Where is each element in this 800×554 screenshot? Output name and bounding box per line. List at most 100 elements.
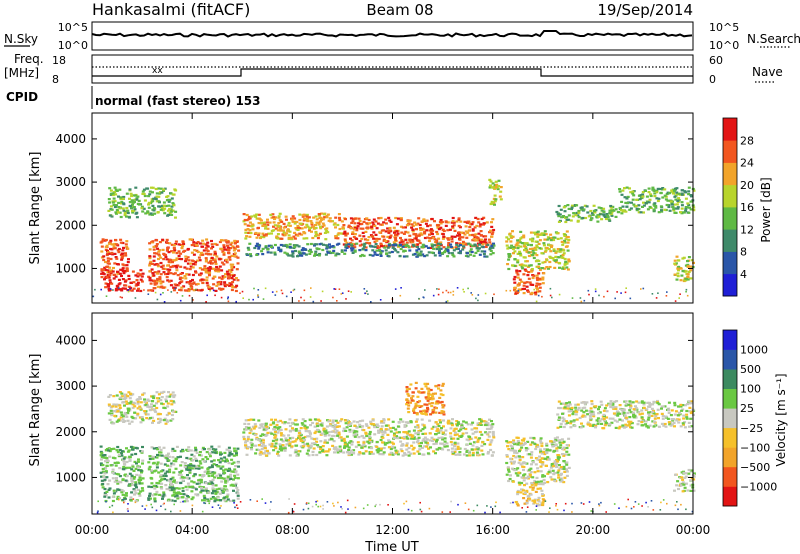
heatmap-cell	[432, 392, 435, 395]
heatmap-cell	[165, 470, 169, 473]
heatmap-cell	[189, 265, 193, 268]
heatmap-cell	[225, 270, 229, 273]
heatmap-cell	[169, 465, 173, 468]
heatmap-cell	[464, 427, 468, 431]
heatmap-cell	[530, 240, 534, 243]
heatmap-cell	[229, 270, 233, 273]
heatmap-cell	[133, 417, 137, 420]
heatmap-cell	[526, 440, 530, 443]
heatmap-cell	[111, 270, 115, 273]
heatmap-cell	[389, 234, 393, 237]
heatmap-cell	[389, 430, 393, 433]
heatmap-cell	[206, 253, 210, 256]
heatmap-cell	[138, 482, 142, 485]
heatmap-cell	[125, 466, 129, 469]
heatmap-cell	[414, 237, 418, 240]
heatmap-cell	[267, 244, 271, 247]
heatmap-cell	[233, 474, 237, 477]
heatmap-cell	[537, 504, 541, 507]
heatmap-cell	[485, 423, 489, 426]
nsearch-tick-low: 10^0	[709, 39, 739, 52]
heatmap-cell	[148, 190, 152, 193]
heatmap-cell	[680, 207, 684, 210]
heatmap-cell	[320, 432, 324, 435]
heatmap-cell	[119, 296, 122, 298]
heatmap-cell	[211, 448, 215, 451]
heatmap-cell	[144, 403, 148, 407]
heatmap-cell	[276, 452, 279, 455]
heatmap-cell	[533, 246, 537, 249]
heatmap-cell	[104, 238, 108, 242]
heatmap-cell	[447, 238, 451, 241]
heatmap-cell	[167, 391, 170, 394]
heatmap-cell	[526, 243, 530, 246]
heatmap-cell	[214, 270, 218, 273]
heatmap-cell	[687, 270, 691, 273]
heatmap-cell	[160, 482, 164, 485]
heatmap-cell	[118, 397, 122, 400]
heatmap-cell	[227, 462, 231, 465]
heatmap-cell	[528, 247, 532, 251]
heatmap-cell	[121, 418, 125, 421]
heatmap-cell	[420, 220, 424, 223]
heatmap-cell	[480, 444, 484, 447]
heatmap-cell	[596, 214, 600, 217]
heatmap-cell	[205, 451, 209, 454]
heatmap-cell	[181, 295, 184, 297]
heatmap-cell	[681, 270, 685, 273]
heatmap-cell	[485, 432, 489, 435]
heatmap-cell	[429, 393, 433, 396]
heatmap-cell	[349, 217, 353, 220]
heatmap-cell	[419, 445, 422, 448]
heatmap-cell	[592, 209, 596, 212]
heatmap-cell	[388, 219, 392, 222]
heatmap-cell	[155, 397, 159, 400]
heatmap-cell	[644, 202, 648, 205]
heatmap-cell	[331, 251, 335, 254]
heatmap-cell	[475, 239, 479, 242]
heatmap-cell	[441, 382, 445, 385]
heatmap-cell	[296, 227, 300, 230]
heatmap-cell	[313, 243, 317, 246]
heatmap-cell	[411, 230, 415, 233]
heatmap-cell	[160, 207, 164, 210]
heatmap-cell	[219, 457, 223, 460]
heatmap-cell	[112, 266, 115, 270]
heatmap-cell	[490, 200, 494, 203]
heatmap-cell	[528, 264, 532, 267]
heatmap-cell	[373, 251, 377, 254]
nave-tick-high: 60	[709, 54, 723, 67]
heatmap-cell	[134, 484, 137, 487]
heatmap-cell	[371, 452, 375, 455]
heatmap-cell	[318, 213, 321, 216]
heatmap-cell	[462, 420, 466, 423]
heatmap-cell	[285, 295, 288, 298]
heatmap-cell	[499, 190, 503, 193]
heatmap-cell	[269, 423, 273, 426]
heatmap-cell	[130, 477, 133, 480]
heatmap-cell	[661, 196, 665, 199]
heatmap-cell	[226, 475, 230, 478]
heatmap-cell	[563, 470, 567, 473]
heatmap-cell	[686, 260, 689, 263]
heatmap-cell	[228, 284, 231, 287]
heatmap-cell	[162, 258, 166, 261]
heatmap-cell	[123, 280, 127, 283]
heatmap-cell	[565, 230, 569, 233]
heatmap-cell	[675, 187, 679, 190]
heatmap-cell	[296, 225, 300, 228]
heatmap-cell	[466, 231, 470, 234]
heatmap-cell	[288, 429, 292, 432]
heatmap-cell	[549, 471, 553, 474]
heatmap-cell	[523, 502, 527, 505]
heatmap-cell	[225, 495, 229, 498]
heatmap-cell	[340, 293, 343, 295]
heatmap-cell	[296, 228, 300, 231]
heatmap-cell	[536, 445, 540, 448]
heatmap-cell	[313, 244, 316, 247]
heatmap-cell	[637, 204, 641, 207]
heatmap-cell	[266, 223, 270, 227]
heatmap-cell	[689, 208, 693, 211]
heatmap-cell	[563, 263, 567, 266]
heatmap-cell	[100, 479, 104, 482]
